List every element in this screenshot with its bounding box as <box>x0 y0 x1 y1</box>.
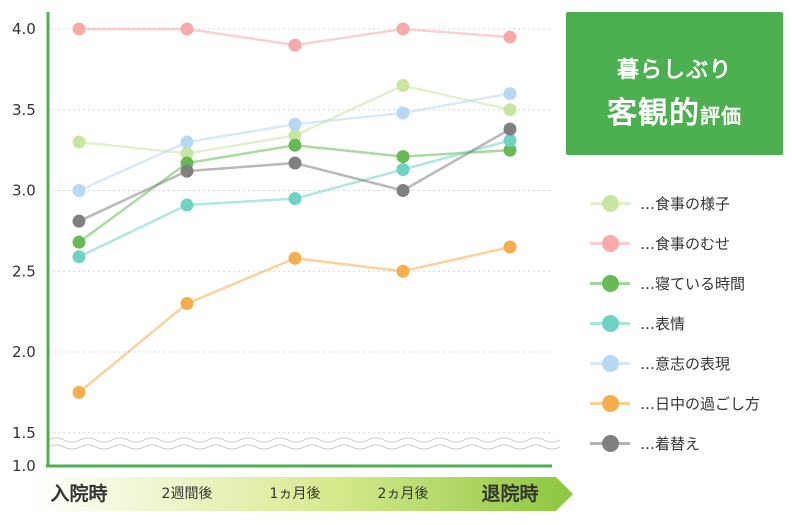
legend-item: …日中の過ごし方 <box>590 390 780 430</box>
legend-label: …食事の様子 <box>640 195 731 213</box>
y-tick-label: 3.0 <box>12 182 36 200</box>
legend-marker <box>602 435 619 452</box>
legend-marker <box>602 195 619 212</box>
data-point <box>72 22 86 36</box>
data-point <box>288 38 302 52</box>
x-tick-label: 2ヵ月後 <box>378 486 429 502</box>
data-point <box>503 122 517 136</box>
data-point <box>72 235 86 249</box>
x-tick-label: 2週間後 <box>162 486 213 502</box>
legend-item: …意志の表現 <box>590 350 780 390</box>
legend-item: …表情 <box>590 310 780 350</box>
data-point <box>503 30 517 44</box>
legend-marker <box>602 315 619 332</box>
data-point <box>72 135 86 149</box>
y-tick-label: 1.0 <box>12 457 36 475</box>
legend-marker <box>602 355 619 372</box>
axis-break-wave <box>47 437 561 443</box>
data-point <box>396 106 410 120</box>
x-tick-label: 入院時 <box>50 482 107 505</box>
title-line2: 客観的評価 <box>566 88 783 132</box>
data-point <box>180 164 194 178</box>
legend-label: …寝ている時間 <box>640 275 746 293</box>
data-point <box>288 192 302 206</box>
legend-item: …食事のむせ <box>590 230 780 270</box>
y-tick-label: 1.5 <box>12 424 36 442</box>
data-point <box>396 150 410 164</box>
legend-label: …表情 <box>640 315 686 333</box>
axis-break-gap <box>0 439 552 448</box>
title-box: 暮らしぶり 客観的評価 <box>566 12 783 155</box>
data-point <box>72 385 86 399</box>
y-tick-label: 2.0 <box>12 343 36 361</box>
legend-item: …寝ている時間 <box>590 270 780 310</box>
data-point <box>72 184 86 197</box>
data-point <box>288 129 302 143</box>
legend-label: …着替え <box>640 435 701 453</box>
legend: …食事の様子 …食事のむせ …寝ている時間 …表情 …意志の表現 …日中の過ごし方 …着替え <box>590 190 780 470</box>
legend-item: …食事の様子 <box>590 190 780 230</box>
data-point <box>396 264 410 278</box>
data-point <box>503 103 517 117</box>
axis-break-wave <box>47 444 561 450</box>
data-point <box>180 135 194 149</box>
data-point <box>396 79 410 93</box>
y-tick-label: 4.0 <box>12 20 36 38</box>
legend-marker <box>602 275 619 292</box>
y-tick-label: 2.5 <box>12 262 36 280</box>
data-point <box>180 198 194 212</box>
data-point <box>503 143 517 157</box>
data-point <box>288 156 302 170</box>
data-point <box>180 22 194 36</box>
data-point <box>72 214 86 228</box>
data-point <box>503 133 517 147</box>
data-point <box>288 117 302 131</box>
y-tick-label: 3.5 <box>12 101 36 119</box>
x-axis-arrow-band <box>30 477 573 511</box>
data-point <box>396 22 410 36</box>
series-line <box>78 245 511 394</box>
title-sub: 評価 <box>700 104 742 128</box>
legend-label: …日中の過ごし方 <box>640 395 761 413</box>
data-point <box>503 240 517 254</box>
x-tick-label: 退院時 <box>481 482 538 505</box>
data-point <box>180 146 194 160</box>
legend-item: …着替え <box>590 430 780 470</box>
legend-label: …食事のむせ <box>640 235 731 253</box>
data-point <box>503 87 517 101</box>
data-point <box>180 297 194 311</box>
legend-marker <box>602 395 619 412</box>
x-tick-label: 1ヵ月後 <box>270 486 321 502</box>
data-point <box>288 251 302 265</box>
data-point <box>396 163 410 177</box>
legend-label: …意志の表現 <box>640 355 731 373</box>
data-point <box>288 138 302 152</box>
data-point <box>72 250 86 264</box>
title-main: 客観的 <box>607 96 700 131</box>
legend-marker <box>602 235 619 252</box>
title-line1: 暮らしぶり <box>616 58 732 83</box>
data-point <box>396 184 410 197</box>
